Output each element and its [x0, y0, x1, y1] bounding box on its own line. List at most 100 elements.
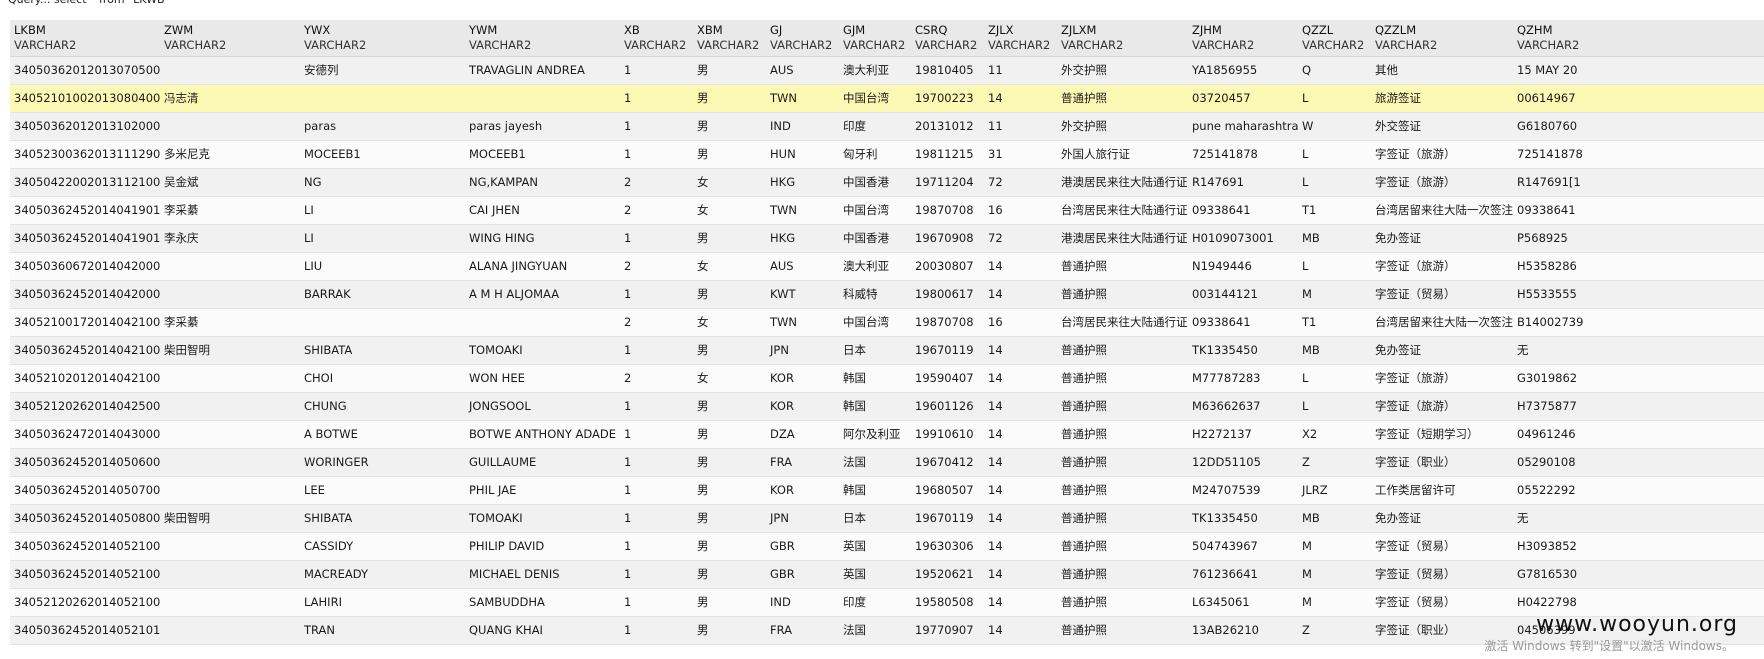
cell-gjm[interactable]: 阿尔及利亚 — [839, 420, 911, 449]
cell-gjm[interactable]: 中国香港 — [839, 168, 911, 197]
cell-qzzl[interactable]: MB — [1298, 504, 1371, 533]
cell-qzzlm[interactable]: 字签证（旅游） — [1371, 140, 1513, 169]
column-header-qzhm[interactable]: QZHM VARCHAR2 — [1513, 20, 1764, 57]
cell-gjm[interactable]: 印度 — [839, 112, 911, 141]
cell-ywx[interactable]: LAHIRI — [300, 588, 465, 617]
cell-qzzl[interactable]: T1 — [1298, 308, 1371, 337]
cell-lkbm[interactable]: 3405036201201307050042 — [10, 56, 160, 85]
cell-ywx[interactable]: paras — [300, 112, 465, 141]
cell-xbm[interactable]: 女 — [693, 252, 766, 281]
cell-csrq[interactable]: 19630306 — [911, 532, 984, 561]
cell-ywm[interactable]: PHILIP DAVID — [465, 532, 620, 561]
cell-lkbm[interactable]: 3405036245201405210074 — [10, 560, 160, 589]
cell-ywx[interactable]: A BOTWE — [300, 420, 465, 449]
cell-gjm[interactable]: 日本 — [839, 504, 911, 533]
cell-xbm[interactable]: 男 — [693, 476, 766, 505]
cell-qzzl[interactable]: M — [1298, 560, 1371, 589]
cell-qzhm[interactable]: G6180760 — [1513, 112, 1764, 141]
cell-gjm[interactable]: 日本 — [839, 336, 911, 365]
table-row[interactable]: 3405036245201405080080 柴田智明 SHIBATA TOMOAKI… — [10, 504, 1764, 533]
cell-zjhm[interactable]: M63662637 — [1188, 392, 1298, 421]
cell-zjlxm[interactable]: 普通护照 — [1057, 476, 1188, 505]
cell-gj[interactable]: HKG — [766, 168, 839, 197]
cell-csrq[interactable]: 19670119 — [911, 336, 984, 365]
cell-zjlx[interactable]: 14 — [984, 420, 1057, 449]
cell-zjlx[interactable]: 14 — [984, 280, 1057, 309]
cell-qzhm[interactable]: 04506399 — [1513, 616, 1764, 645]
cell-gj[interactable]: KOR — [766, 476, 839, 505]
table-row[interactable]: 3405036245201404190103 李永庆 LI WING HING 1 男 HK… — [10, 224, 1764, 253]
column-header-xb[interactable]: XB VARCHAR2 — [620, 20, 693, 57]
cell-xbm[interactable]: 男 — [693, 140, 766, 169]
cell-zjhm[interactable]: 13AB26210 — [1188, 616, 1298, 645]
cell-zjlxm[interactable]: 普通护照 — [1057, 392, 1188, 421]
table-row[interactable]: 3405036245201405070034 LEE PHIL JAE 1 男 KOR 韩国… — [10, 476, 1764, 505]
cell-xb[interactable]: 1 — [620, 84, 693, 113]
cell-gj[interactable]: KOR — [766, 392, 839, 421]
cell-ywm[interactable]: paras jayesh — [465, 112, 620, 141]
cell-qzzl[interactable]: MB — [1298, 224, 1371, 253]
cell-qzzl[interactable]: Q — [1298, 56, 1371, 85]
cell-lkbm[interactable]: 3405036245201405210116 — [10, 616, 160, 645]
cell-qzzl[interactable]: X2 — [1298, 420, 1371, 449]
cell-zwm[interactable] — [160, 280, 300, 309]
cell-xbm[interactable]: 男 — [693, 224, 766, 253]
cell-qzzl[interactable]: L — [1298, 140, 1371, 169]
cell-gjm[interactable]: 印度 — [839, 588, 911, 617]
cell-csrq[interactable]: 19590407 — [911, 364, 984, 393]
cell-csrq[interactable]: 19520621 — [911, 560, 984, 589]
cell-qzzlm[interactable]: 字签证（旅游） — [1371, 168, 1513, 197]
cell-zjlx[interactable]: 14 — [984, 560, 1057, 589]
cell-ywm[interactable]: QUANG KHAI — [465, 616, 620, 645]
cell-qzzlm[interactable]: 工作类居留许可 — [1371, 476, 1513, 505]
cell-xb[interactable]: 2 — [620, 196, 693, 225]
cell-ywx[interactable]: TRAN — [300, 616, 465, 645]
cell-xbm[interactable]: 女 — [693, 168, 766, 197]
cell-ywm[interactable]: ALANA JINGYUAN — [465, 252, 620, 281]
cell-zjlx[interactable]: 31 — [984, 140, 1057, 169]
cell-xbm[interactable]: 男 — [693, 56, 766, 85]
cell-qzhm[interactable]: G7816530 — [1513, 560, 1764, 589]
cell-zjlx[interactable]: 11 — [984, 112, 1057, 141]
cell-ywx[interactable]: LI — [300, 224, 465, 253]
cell-zwm[interactable] — [160, 448, 300, 477]
cell-ywm[interactable]: CAI JHEN — [465, 196, 620, 225]
column-header-gj[interactable]: GJ VARCHAR2 — [766, 20, 839, 57]
cell-xb[interactable]: 2 — [620, 308, 693, 337]
cell-lkbm[interactable]: 3405212026201405210018 — [10, 588, 160, 617]
cell-qzzlm[interactable]: 字签证（贸易） — [1371, 280, 1513, 309]
cell-zjhm[interactable]: 504743967 — [1188, 532, 1298, 561]
cell-lkbm[interactable]: 3405036245201404210084 — [10, 336, 160, 365]
cell-qzhm[interactable]: G3019862 — [1513, 364, 1764, 393]
cell-gjm[interactable]: 匈牙利 — [839, 140, 911, 169]
table-row[interactable]: 3405036247201404300002 A BOTWE BOTWE ANTHO… — [10, 420, 1764, 449]
cell-qzhm[interactable]: 04961246 — [1513, 420, 1764, 449]
cell-ywx[interactable]: 安德列 — [300, 56, 465, 85]
cell-xbm[interactable]: 男 — [693, 336, 766, 365]
cell-ywm[interactable]: MICHAEL DENIS — [465, 560, 620, 589]
cell-qzhm[interactable]: 05290108 — [1513, 448, 1764, 477]
cell-zjhm[interactable]: 725141878 — [1188, 140, 1298, 169]
cell-lkbm[interactable]: 3405036245201405060066 — [10, 448, 160, 477]
cell-csrq[interactable]: 19810405 — [911, 56, 984, 85]
cell-qzzl[interactable]: L — [1298, 252, 1371, 281]
cell-zjlxm[interactable]: 港澳居民来往大陆通行证 — [1057, 224, 1188, 253]
cell-qzhm[interactable]: 09338641 — [1513, 196, 1764, 225]
cell-zjlxm[interactable]: 普通护照 — [1057, 84, 1188, 113]
cell-qzzlm[interactable]: 字签证（旅游） — [1371, 364, 1513, 393]
cell-xb[interactable]: 1 — [620, 588, 693, 617]
cell-zjlx[interactable]: 16 — [984, 196, 1057, 225]
table-row[interactable]: 3405036201201307050042 安德列 TRAVAGLIN ANDRE… — [10, 56, 1764, 85]
cell-ywm[interactable]: JONGSOOL — [465, 392, 620, 421]
cell-zjlxm[interactable]: 外交护照 — [1057, 112, 1188, 141]
cell-xb[interactable]: 1 — [620, 616, 693, 645]
cell-xbm[interactable]: 男 — [693, 504, 766, 533]
cell-lkbm[interactable]: 3405210017201404210006 — [10, 308, 160, 337]
cell-qzhm[interactable]: 无 — [1513, 504, 1764, 533]
cell-csrq[interactable]: 20131012 — [911, 112, 984, 141]
cell-csrq[interactable]: 20030807 — [911, 252, 984, 281]
cell-qzzlm[interactable]: 字签证（贸易） — [1371, 560, 1513, 589]
cell-qzhm[interactable]: H0422798 — [1513, 588, 1764, 617]
cell-zwm[interactable] — [160, 56, 300, 85]
cell-zjlxm[interactable]: 普通护照 — [1057, 504, 1188, 533]
